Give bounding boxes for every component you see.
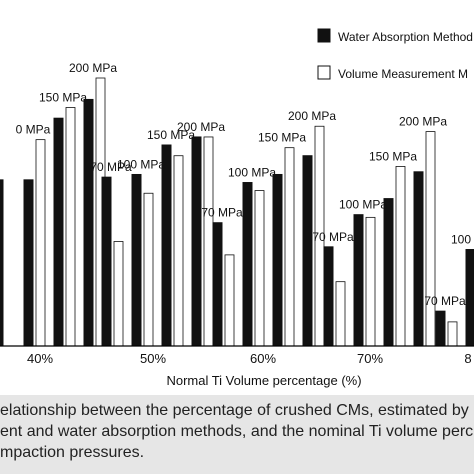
bar-label-60-9: 100 MPa [228,166,276,180]
bars-layer [0,77,474,347]
bar-label-70-15: 200 MPa [399,115,447,129]
bar-water-60-10 [272,173,283,347]
bar-volume-70-15 [425,131,436,347]
bar-label-60-11: 200 MPa [288,109,336,123]
bar-water-60-8 [212,222,223,347]
bar-volume-50-7 [203,136,214,347]
bar-label-40-1: 0 MPa [16,123,51,137]
bar-volume-70-13 [365,216,376,347]
bar-water-50-4 [101,176,112,347]
caption-line-2: ent and water absorption methods, and th… [0,423,474,440]
bar-water-40-3 [83,98,94,347]
bar-water-50-6 [161,144,172,347]
bar-volume-50-4 [113,241,124,347]
bar-water-50-7 [191,136,202,347]
bar-label-50-6: 150 MPa [147,128,195,142]
bar-volume-50-6 [173,155,184,347]
bar-label-60-8: 70 MPa [201,206,243,220]
bar-volume-40-1 [35,139,46,347]
legend-label-water: Water Absorption Method [338,30,473,44]
bar-label-50-5: 100 MPa [117,157,165,171]
bar-water-70-12 [323,246,334,347]
bar-label-70-12: 70 MPa [312,230,354,244]
x-tick-50: 50% [140,351,166,366]
x-tick-70: 70% [357,351,383,366]
bar-volume-60-8 [224,254,235,347]
legend-swatch-volume [317,65,331,80]
legend-swatch-water [317,28,331,43]
x-tick-labels: 40% 50% 60% 70% 8 [27,351,472,366]
x-tick-40: 40% [27,351,53,366]
bar-volume-60-9 [254,190,265,347]
legend-label-volume: Volume Measurement M [338,67,468,81]
bar-label-60-10: 150 MPa [258,131,306,145]
bar-volume-70-12 [335,281,346,347]
bar-water-60-11 [302,155,313,347]
x-axis-label: Normal Ti Volume percentage (%) [166,373,361,388]
bar-water-8-17 [465,249,474,347]
bar-volume-8-16 [447,321,458,347]
bar-label-70-13: 100 MPa [339,198,387,212]
bar-volume-40-2 [65,107,76,347]
bar-volume-60-10 [284,147,295,347]
bar-label-40-3: 200 MPa [69,61,117,75]
bar-label-50-7: 200 MPa [177,120,225,134]
bar-water-40-1 [23,179,34,347]
caption-line-3: mpaction pressures. [0,444,145,461]
bar-water-40-2 [53,117,64,347]
bar-water-40-0 [0,179,4,347]
bar-label-70-14: 150 MPa [369,149,417,163]
figure-caption: elationship between the percentage of cr… [0,395,474,474]
bar-volume-50-5 [143,192,154,347]
bar-water-60-9 [242,182,253,347]
bar-water-70-15 [413,171,424,347]
bar-label-8-16: 70 MPa [424,294,466,308]
x-tick-8: 8 [464,351,471,366]
bar-water-70-13 [353,214,364,347]
bar-label-40-2: 150 MPa [39,90,87,104]
bar-water-70-14 [383,198,394,347]
bar-label-50-4: 70 MPa [90,160,132,174]
legend: Water Absorption Method Volume Measureme… [317,28,473,81]
bar-volume-70-14 [395,166,406,347]
x-tick-60: 60% [250,351,276,366]
bar-water-50-5 [131,173,142,347]
caption-line-1: elationship between the percentage of cr… [0,402,469,419]
bar-water-8-16 [435,310,446,347]
bar-label-8-17: 100 MPa [451,233,474,247]
